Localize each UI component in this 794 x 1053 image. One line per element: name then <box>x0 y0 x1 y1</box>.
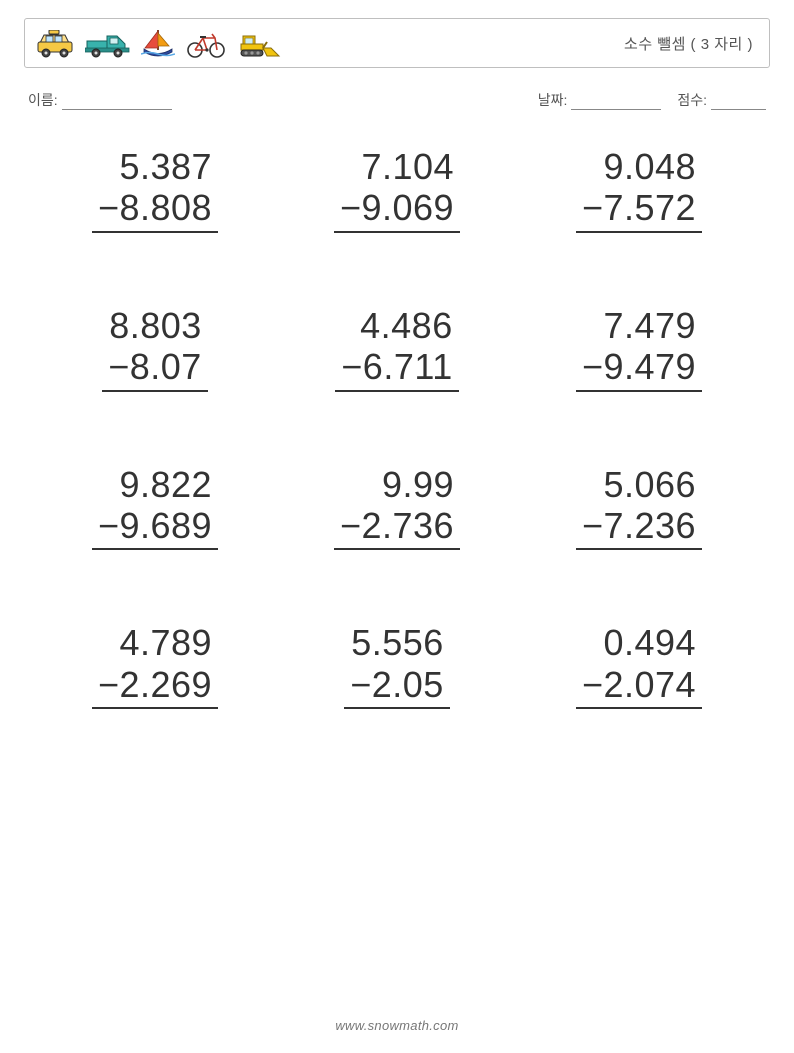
problem-stack: 5.387−8.808 <box>92 146 218 233</box>
bulldozer-icon <box>237 30 281 58</box>
subtrahend: 2.736 <box>361 505 454 546</box>
minuend: 5.556 <box>344 622 450 663</box>
score-label: 점수: <box>677 90 707 110</box>
subtrahend: 7.236 <box>603 505 696 546</box>
date-blank[interactable] <box>571 93 661 110</box>
problem-stack: 0.494−2.074 <box>576 622 702 709</box>
subtrahend: 9.479 <box>603 346 696 387</box>
minus-operator: − <box>98 664 120 705</box>
header-bar: 소수 뺄셈 ( 3 자리 ) <box>24 18 770 68</box>
subtrahend: 2.269 <box>119 664 212 705</box>
problem-stack: 4.789−2.269 <box>92 622 218 709</box>
problem-stack: 4.486−6.711 <box>335 305 458 392</box>
subtrahend-row: −9.689 <box>92 505 218 550</box>
problem-stack: 8.803−8.07 <box>102 305 208 392</box>
minuend: 8.803 <box>102 305 208 346</box>
minuend: 9.048 <box>576 146 702 187</box>
pickup-truck-icon <box>85 32 131 58</box>
subtrahend: 7.572 <box>603 187 696 228</box>
problem: 4.486−6.711 <box>296 305 498 392</box>
subtrahend-row: −8.808 <box>92 187 218 232</box>
problem-stack: 9.822−9.689 <box>92 464 218 551</box>
problem-stack: 9.99−2.736 <box>334 464 460 551</box>
minus-operator: − <box>350 664 372 705</box>
problem-stack: 7.479−9.479 <box>576 305 702 392</box>
meta-row: 이름: 날짜: 점수: <box>28 90 766 110</box>
subtrahend-row: −7.572 <box>576 187 702 232</box>
subtrahend-row: −2.074 <box>576 664 702 709</box>
taxi-icon <box>35 30 75 58</box>
vehicle-icon-strip <box>35 28 281 58</box>
score-blank[interactable] <box>711 93 766 110</box>
problem: 8.803−8.07 <box>54 305 256 392</box>
minuend: 7.479 <box>576 305 702 346</box>
sailboat-icon <box>141 28 175 58</box>
problem: 7.479−9.479 <box>538 305 740 392</box>
problem: 5.066−7.236 <box>538 464 740 551</box>
minuend: 4.486 <box>335 305 458 346</box>
subtrahend: 8.07 <box>130 346 202 387</box>
minus-operator: − <box>340 187 362 228</box>
meta-name-group: 이름: <box>28 90 172 110</box>
problem: 5.387−8.808 <box>54 146 256 233</box>
minus-operator: − <box>98 505 120 546</box>
minuend: 5.066 <box>576 464 702 505</box>
worksheet-title: 소수 뺄셈 ( 3 자리 ) <box>624 33 753 54</box>
minuend: 5.387 <box>92 146 218 187</box>
problem: 4.789−2.269 <box>54 622 256 709</box>
minuend: 9.99 <box>334 464 460 505</box>
minuend: 7.104 <box>334 146 460 187</box>
subtrahend-row: −9.069 <box>334 187 460 232</box>
subtrahend: 6.711 <box>363 346 453 387</box>
subtrahend-row: −2.269 <box>92 664 218 709</box>
subtrahend-row: −8.07 <box>102 346 208 391</box>
problem: 5.556−2.05 <box>296 622 498 709</box>
minuend: 4.789 <box>92 622 218 663</box>
meta-right-group: 날짜: 점수: <box>538 90 766 110</box>
problem: 9.99−2.736 <box>296 464 498 551</box>
bicycle-icon <box>185 30 227 58</box>
minus-operator: − <box>582 664 604 705</box>
problem: 7.104−9.069 <box>296 146 498 233</box>
problem-stack: 9.048−7.572 <box>576 146 702 233</box>
name-label: 이름: <box>28 90 58 110</box>
minus-operator: − <box>98 187 120 228</box>
problem-stack: 5.556−2.05 <box>344 622 450 709</box>
minus-operator: − <box>582 505 604 546</box>
problem: 9.048−7.572 <box>538 146 740 233</box>
minus-operator: − <box>108 346 130 387</box>
date-label: 날짜: <box>538 90 568 110</box>
subtrahend-row: −6.711 <box>335 346 458 391</box>
minus-operator: − <box>341 346 363 387</box>
subtrahend-row: −2.05 <box>344 664 450 709</box>
subtrahend-row: −2.736 <box>334 505 460 550</box>
subtrahend-row: −9.479 <box>576 346 702 391</box>
footer-url: www.snowmath.com <box>0 1018 794 1033</box>
subtrahend: 2.05 <box>372 664 444 705</box>
minus-operator: − <box>582 346 604 387</box>
problem: 9.822−9.689 <box>54 464 256 551</box>
subtrahend-row: −7.236 <box>576 505 702 550</box>
problem-stack: 5.066−7.236 <box>576 464 702 551</box>
minus-operator: − <box>340 505 362 546</box>
minus-operator: − <box>582 187 604 228</box>
name-blank[interactable] <box>62 93 172 110</box>
problem-stack: 7.104−9.069 <box>334 146 460 233</box>
subtrahend: 8.808 <box>119 187 212 228</box>
problems-grid: 5.387−8.8087.104−9.0699.048−7.5728.803−8… <box>24 146 770 709</box>
subtrahend: 9.069 <box>361 187 454 228</box>
minuend: 9.822 <box>92 464 218 505</box>
minuend: 0.494 <box>576 622 702 663</box>
subtrahend: 2.074 <box>603 664 696 705</box>
problem: 0.494−2.074 <box>538 622 740 709</box>
subtrahend: 9.689 <box>119 505 212 546</box>
